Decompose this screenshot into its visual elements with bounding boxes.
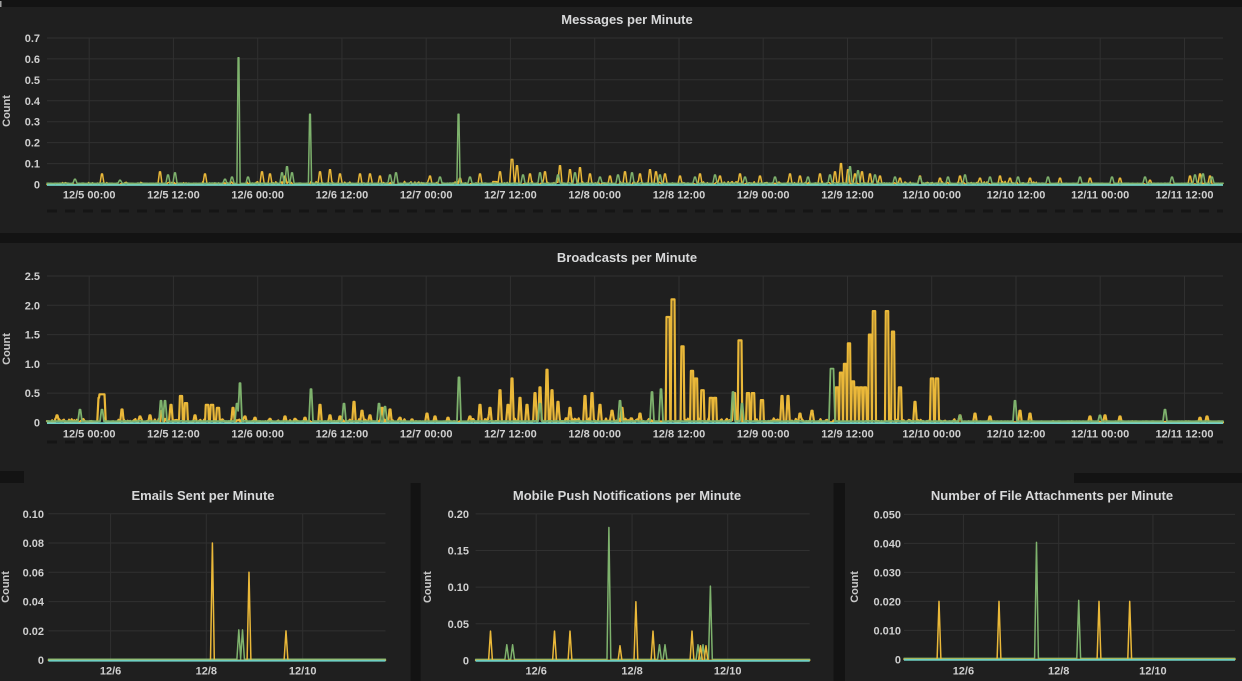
svg-text:12/8: 12/8 [621,666,642,678]
svg-text:12/5 12:00: 12/5 12:00 [147,190,200,202]
svg-text:0.15: 0.15 [448,546,469,558]
svg-text:12/8 12:00: 12/8 12:00 [653,190,706,202]
svg-text:12/10 12:00: 12/10 12:00 [987,428,1046,440]
svg-text:0.4: 0.4 [25,96,41,108]
svg-text:12/6 12:00: 12/6 12:00 [316,428,369,440]
svg-text:12/9 12:00: 12/9 12:00 [821,190,874,202]
svg-text:0.010: 0.010 [873,625,901,637]
svg-text:12/11 12:00: 12/11 12:00 [1155,190,1213,202]
svg-text:12/10: 12/10 [289,666,317,678]
svg-text:1.0: 1.0 [25,359,40,371]
svg-text:12/5 00:00: 12/5 00:00 [63,428,116,440]
svg-text:Count: Count [1,95,13,127]
svg-text:0.3: 0.3 [25,117,40,129]
svg-text:Count: Count [1,333,13,365]
svg-text:12/6: 12/6 [525,666,546,678]
svg-text:Count: Count [422,571,434,603]
svg-text:1.5: 1.5 [25,330,40,342]
svg-text:12/5 00:00: 12/5 00:00 [63,190,116,202]
svg-text:12/9 00:00: 12/9 00:00 [737,190,790,202]
svg-text:12/11 00:00: 12/11 00:00 [1071,190,1129,202]
svg-text:2.0: 2.0 [25,300,40,312]
svg-text:Number of File Attachments per: Number of File Attachments per Minute [931,488,1173,503]
svg-text:0: 0 [34,417,40,429]
svg-text:0.10: 0.10 [23,509,44,521]
svg-text:0.10: 0.10 [448,582,469,594]
svg-text:0.7: 0.7 [25,33,40,45]
svg-text:0: 0 [463,655,469,667]
svg-text:12/9 12:00: 12/9 12:00 [821,428,874,440]
svg-text:2.5: 2.5 [25,271,40,283]
svg-text:Mobile Push Notifications per: Mobile Push Notifications per Minute [513,488,741,503]
svg-text:12/10 12:00: 12/10 12:00 [987,190,1046,202]
svg-text:0: 0 [38,655,44,667]
svg-text:12/7 12:00: 12/7 12:00 [484,428,537,440]
svg-text:12/6: 12/6 [953,666,974,678]
svg-text:Messages per Minute: Messages per Minute [561,12,693,27]
svg-text:12/8 12:00: 12/8 12:00 [653,428,706,440]
svg-text:0.05: 0.05 [448,619,469,631]
svg-text:0.020: 0.020 [873,596,901,608]
svg-text:0.1: 0.1 [25,159,40,171]
svg-text:12/5 12:00: 12/5 12:00 [147,428,200,440]
svg-text:0: 0 [895,654,901,666]
svg-text:0.5: 0.5 [25,75,40,87]
svg-text:12/11 00:00: 12/11 00:00 [1071,428,1129,440]
svg-text:12/7 00:00: 12/7 00:00 [400,428,453,440]
svg-text:0.030: 0.030 [873,567,901,579]
svg-text:12/8 00:00: 12/8 00:00 [568,428,621,440]
svg-text:12/6 00:00: 12/6 00:00 [231,428,284,440]
svg-text:12/10 00:00: 12/10 00:00 [902,428,961,440]
svg-text:Count: Count [0,571,12,603]
svg-text:12/10 00:00: 12/10 00:00 [902,190,961,202]
svg-text:12/10: 12/10 [714,666,742,678]
svg-text:12/10: 12/10 [1139,666,1167,678]
svg-text:0.02: 0.02 [23,626,44,638]
svg-text:12/8: 12/8 [1048,666,1069,678]
svg-text:Emails Sent per Minute: Emails Sent per Minute [131,488,274,503]
svg-text:0.06: 0.06 [23,567,44,579]
svg-text:12/8: 12/8 [196,666,217,678]
svg-text:12/7 12:00: 12/7 12:00 [484,190,537,202]
svg-text:12/6: 12/6 [100,666,121,678]
svg-text:12/7 00:00: 12/7 00:00 [400,190,453,202]
svg-text:0.20: 0.20 [448,509,469,521]
svg-text:Count: Count [849,571,861,603]
svg-text:0.04: 0.04 [23,597,45,609]
svg-text:0.6: 0.6 [25,54,40,66]
svg-text:0.5: 0.5 [25,388,40,400]
svg-text:0.040: 0.040 [873,538,901,550]
svg-text:12/8 00:00: 12/8 00:00 [568,190,621,202]
svg-text:0.08: 0.08 [23,538,44,550]
svg-text:Broadcasts per Minute: Broadcasts per Minute [557,250,697,265]
svg-text:0: 0 [34,180,40,192]
svg-text:12/11 12:00: 12/11 12:00 [1155,428,1213,440]
svg-text:0.050: 0.050 [873,509,901,521]
svg-text:12/6 00:00: 12/6 00:00 [231,190,284,202]
svg-text:12/6 12:00: 12/6 12:00 [316,190,369,202]
svg-text:12/9 00:00: 12/9 00:00 [737,428,790,440]
svg-text:0.2: 0.2 [25,138,40,150]
